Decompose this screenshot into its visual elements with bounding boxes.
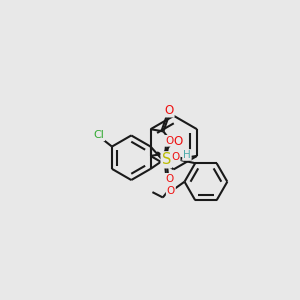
Text: S: S	[162, 152, 171, 167]
Text: O: O	[171, 152, 180, 162]
Text: O: O	[165, 174, 173, 184]
Text: Cl: Cl	[93, 130, 104, 140]
Text: O: O	[173, 136, 183, 148]
Text: O: O	[164, 103, 174, 116]
Text: O: O	[165, 136, 173, 146]
Text: H: H	[183, 150, 191, 160]
Text: O: O	[167, 186, 175, 196]
